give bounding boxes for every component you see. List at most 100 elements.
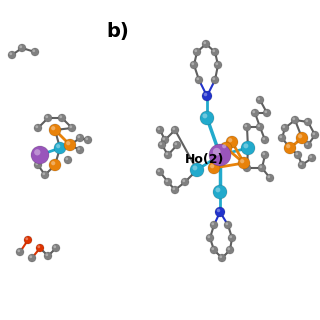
Circle shape	[304, 118, 312, 126]
Circle shape	[56, 144, 60, 148]
Circle shape	[202, 91, 212, 101]
Text: b): b)	[107, 22, 129, 41]
Circle shape	[300, 163, 302, 165]
Circle shape	[243, 123, 251, 131]
Circle shape	[208, 162, 220, 174]
Circle shape	[202, 40, 210, 48]
Circle shape	[34, 124, 42, 132]
Circle shape	[195, 76, 203, 84]
Circle shape	[238, 157, 250, 169]
Circle shape	[164, 178, 172, 186]
Circle shape	[190, 163, 204, 177]
Circle shape	[42, 172, 45, 175]
Circle shape	[296, 132, 308, 144]
Circle shape	[262, 152, 265, 155]
Circle shape	[45, 116, 48, 118]
Circle shape	[207, 236, 210, 238]
Circle shape	[192, 165, 197, 170]
Circle shape	[308, 154, 316, 162]
Circle shape	[64, 139, 76, 151]
Circle shape	[311, 131, 319, 139]
Circle shape	[172, 127, 175, 130]
Circle shape	[174, 142, 177, 145]
Circle shape	[182, 180, 185, 182]
Circle shape	[31, 146, 49, 164]
Circle shape	[165, 180, 168, 182]
Circle shape	[215, 188, 220, 192]
Circle shape	[76, 134, 84, 142]
Circle shape	[279, 135, 282, 138]
Circle shape	[156, 126, 164, 134]
Circle shape	[244, 124, 247, 127]
Circle shape	[49, 124, 61, 136]
Circle shape	[264, 110, 267, 113]
Circle shape	[210, 246, 218, 254]
Circle shape	[283, 125, 285, 128]
Circle shape	[52, 244, 60, 252]
Circle shape	[195, 49, 197, 52]
Circle shape	[228, 234, 236, 242]
Circle shape	[257, 97, 260, 100]
Circle shape	[49, 159, 61, 171]
Circle shape	[28, 254, 36, 262]
Circle shape	[36, 163, 38, 165]
Circle shape	[228, 138, 232, 142]
Circle shape	[210, 221, 218, 229]
Text: Ho(2): Ho(2)	[185, 154, 224, 166]
Circle shape	[243, 164, 251, 172]
Circle shape	[209, 144, 231, 166]
Circle shape	[211, 48, 219, 56]
Circle shape	[214, 61, 222, 69]
Circle shape	[204, 93, 207, 96]
Circle shape	[181, 178, 189, 186]
Circle shape	[17, 249, 20, 252]
Circle shape	[84, 136, 92, 144]
Circle shape	[278, 134, 286, 142]
Circle shape	[18, 44, 26, 52]
Circle shape	[244, 143, 248, 148]
Circle shape	[263, 109, 271, 117]
Circle shape	[36, 244, 44, 252]
Circle shape	[163, 137, 165, 140]
Circle shape	[298, 161, 306, 169]
Circle shape	[222, 144, 226, 148]
Circle shape	[34, 161, 42, 169]
Circle shape	[156, 168, 164, 176]
Circle shape	[240, 159, 244, 163]
Circle shape	[220, 142, 232, 154]
Circle shape	[294, 151, 302, 159]
Circle shape	[305, 119, 308, 122]
Circle shape	[215, 207, 225, 217]
Circle shape	[225, 222, 228, 225]
Circle shape	[171, 186, 179, 194]
Circle shape	[8, 51, 16, 59]
Circle shape	[229, 236, 232, 238]
Circle shape	[41, 171, 49, 179]
Circle shape	[64, 156, 72, 164]
Circle shape	[66, 141, 70, 145]
Circle shape	[212, 49, 215, 52]
Circle shape	[281, 124, 289, 132]
Circle shape	[171, 126, 179, 134]
Circle shape	[261, 136, 269, 144]
Circle shape	[256, 123, 264, 131]
Circle shape	[58, 114, 66, 122]
Circle shape	[161, 136, 169, 144]
Circle shape	[261, 151, 269, 159]
Circle shape	[291, 116, 299, 124]
Circle shape	[218, 254, 226, 262]
Circle shape	[305, 142, 308, 145]
Circle shape	[36, 125, 38, 128]
Circle shape	[244, 165, 247, 168]
Circle shape	[60, 116, 62, 118]
Circle shape	[284, 142, 296, 154]
Circle shape	[159, 142, 162, 145]
Circle shape	[85, 137, 88, 140]
Circle shape	[158, 141, 166, 149]
Circle shape	[298, 134, 302, 138]
Circle shape	[304, 141, 312, 149]
Circle shape	[173, 141, 181, 149]
Circle shape	[45, 253, 48, 256]
Circle shape	[258, 164, 266, 172]
Circle shape	[268, 175, 270, 178]
